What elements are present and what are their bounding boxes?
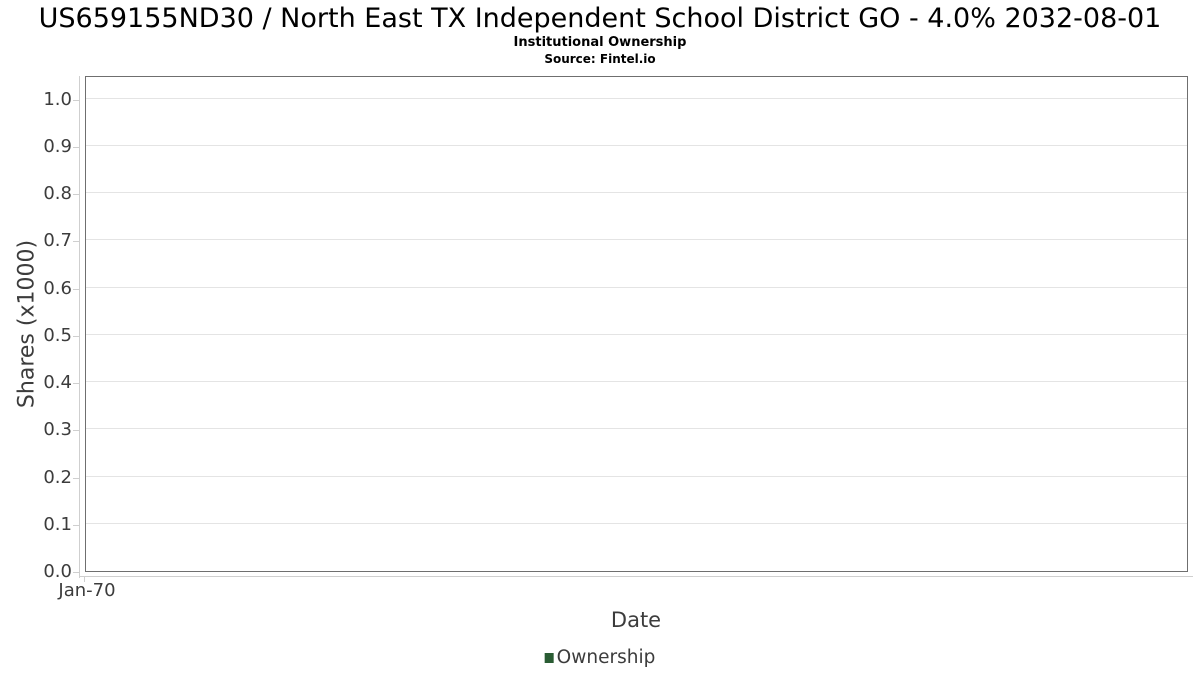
y-axis-line xyxy=(79,76,80,578)
gridline-y-0.3 xyxy=(86,428,1187,430)
y-tick-label: 0.9 xyxy=(43,135,72,157)
gridline-y-0.5 xyxy=(86,333,1187,335)
gridline-y-0.7 xyxy=(86,239,1187,241)
gridline-y-0.8 xyxy=(86,192,1187,194)
y-tick-mark xyxy=(73,572,79,573)
y-tick-mark xyxy=(73,430,79,432)
y-tick-label: 0.5 xyxy=(43,324,72,346)
x-tick-mark xyxy=(84,577,85,582)
y-tick-mark xyxy=(73,146,79,148)
gridline-y-0.1 xyxy=(86,522,1187,524)
plot-area xyxy=(85,76,1188,572)
y-tick-mark xyxy=(73,383,79,384)
gridline-y-0.2 xyxy=(86,475,1187,477)
x-tick-label: Jan-70 xyxy=(58,580,116,601)
chart-title: US659155ND30 / North East TX Independent… xyxy=(38,3,1162,34)
x-axis-title: Date xyxy=(610,608,662,632)
legend-swatch-icon xyxy=(544,652,554,663)
legend: Ownership xyxy=(544,647,656,668)
y-tick-mark xyxy=(73,241,79,243)
y-tick-mark xyxy=(73,99,79,101)
legend-entry: Ownership xyxy=(544,647,656,668)
y-tick-mark xyxy=(73,524,79,526)
gridline-y-0.4 xyxy=(86,381,1187,382)
y-tick-mark xyxy=(73,288,79,290)
y-tick-label: 0.1 xyxy=(43,513,72,535)
y-tick-label: 0.7 xyxy=(43,230,72,252)
y-tick-mark xyxy=(73,194,79,196)
chart-subtitle: Institutional Ownership xyxy=(513,35,687,50)
y-tick-mark xyxy=(73,477,79,479)
y-tick-label: 0.2 xyxy=(43,466,72,488)
x-axis-line xyxy=(79,576,1193,577)
y-tick-mark xyxy=(73,335,79,337)
y-tick-label: 0.4 xyxy=(43,372,72,393)
chart-source-attribution: Source: Fintel.io xyxy=(544,52,656,66)
gridline-y-0.9 xyxy=(86,144,1187,146)
legend-label: Ownership xyxy=(556,647,656,668)
gridline-y-1.0 xyxy=(86,97,1187,99)
y-tick-label: 0.6 xyxy=(43,277,72,299)
y-tick-label: 1.0 xyxy=(43,88,72,110)
y-tick-label: 0.8 xyxy=(43,183,72,205)
y-tick-label: 0.3 xyxy=(43,419,72,441)
gridline-y-0.6 xyxy=(86,286,1187,288)
y-tick-label: 0.0 xyxy=(43,561,72,582)
